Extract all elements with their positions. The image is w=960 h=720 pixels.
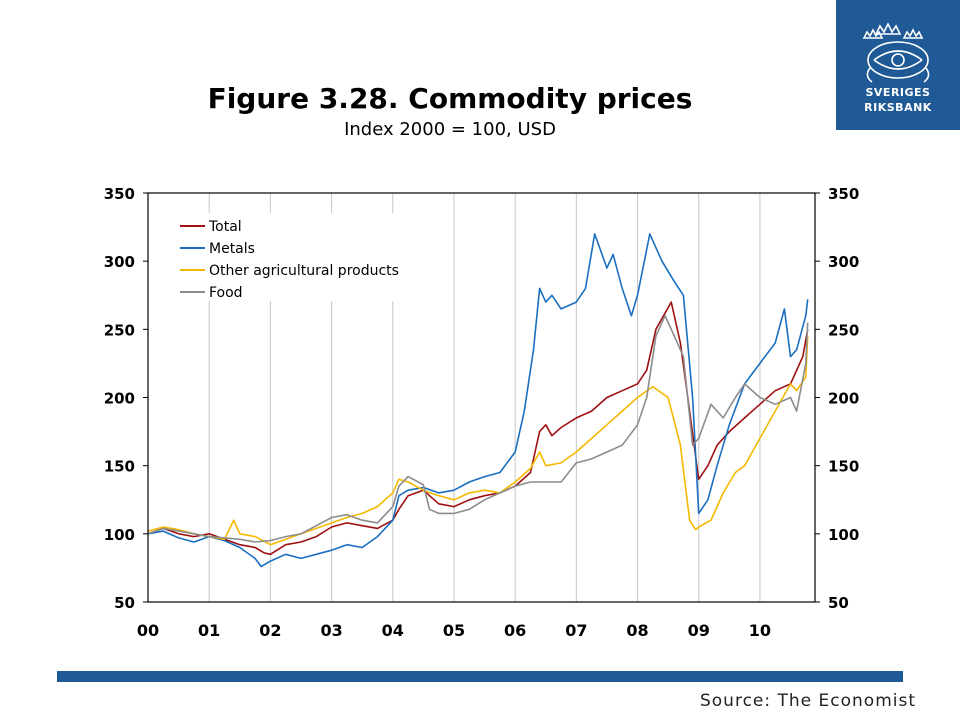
crown-crest-icon: [862, 22, 930, 83]
logo-line-2: RIKSBANK: [864, 101, 932, 114]
x-tick-label: 10: [749, 621, 771, 640]
legend-label: Food: [209, 285, 243, 301]
legend-label: Total: [208, 219, 242, 235]
x-tick-label: 00: [137, 621, 159, 640]
y-tick-label-left: 100: [104, 526, 135, 544]
y-tick-label-right: 200: [828, 390, 859, 408]
y-tick-label-right: 100: [828, 526, 859, 544]
y-tick-label-left: 250: [104, 321, 135, 339]
y-tick-label-right: 250: [828, 321, 859, 339]
x-tick-label: 04: [382, 621, 404, 640]
x-tick-label: 09: [688, 621, 710, 640]
y-tick-label-right: 150: [828, 458, 859, 476]
x-tick-label: 02: [259, 621, 281, 640]
y-tick-label-left: 350: [104, 185, 135, 203]
y-tick-label-right: 300: [828, 253, 859, 271]
legend-label: Other agricultural products: [209, 263, 399, 279]
series-line-total: [147, 301, 809, 556]
series-line-metals: [147, 233, 809, 568]
chart-title: Figure 3.28. Commodity prices: [207, 82, 693, 115]
source-note: Source: The Economist: [699, 691, 916, 711]
x-tick-label: 08: [626, 621, 648, 640]
legend-box: [168, 213, 430, 301]
riksbank-logo: SVERIGES RIKSBANK: [836, 0, 960, 130]
y-tick-label-left: 150: [104, 458, 135, 476]
x-tick-label: 05: [443, 621, 465, 640]
x-tick-label: 03: [320, 621, 342, 640]
y-tick-label-left: 300: [104, 253, 135, 271]
x-tick-label: 06: [504, 621, 526, 640]
y-tick-label-right: 50: [828, 594, 849, 612]
chart-subtitle: Index 2000 = 100, USD: [344, 119, 556, 140]
y-tick-label-left: 200: [104, 390, 135, 408]
logo-line-1: SVERIGES: [865, 86, 931, 99]
footer-bar: [57, 671, 903, 682]
series-line-other-agricultural-products: [147, 336, 809, 546]
y-tick-label-right: 350: [828, 185, 859, 203]
series-line-food: [147, 314, 809, 543]
x-tick-label: 01: [198, 621, 220, 640]
x-tick-label: 07: [565, 621, 587, 640]
legend-label: Metals: [209, 241, 255, 257]
y-tick-label-left: 50: [114, 594, 135, 612]
